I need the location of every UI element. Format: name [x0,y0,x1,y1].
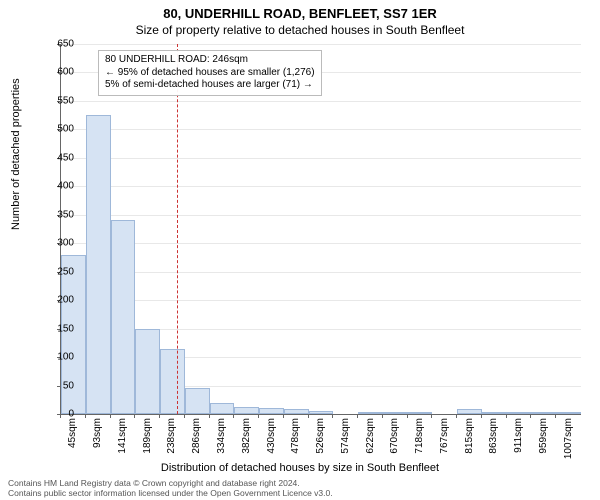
xtick-mark [233,414,234,418]
xtick-mark [134,414,135,418]
xtick-label: 478sqm [290,418,301,454]
chart-container: 80, UNDERHILL ROAD, BENFLEET, SS7 1ER Si… [0,0,600,500]
histogram-bar [383,412,408,414]
ytick-label: 450 [34,152,74,163]
ytick-label: 650 [34,39,74,50]
ytick-label: 600 [34,67,74,78]
ytick-label: 100 [34,352,74,363]
histogram-bar [160,349,185,414]
xtick-mark [85,414,86,418]
xtick-label: 526sqm [315,418,326,454]
gridline [61,158,581,159]
ytick-label: 0 [34,409,74,420]
annotation-box: 80 UNDERHILL ROAD: 246sqm ← 95% of detac… [98,50,322,96]
ytick-label: 200 [34,295,74,306]
footer-line2: Contains public sector information licen… [8,489,333,498]
histogram-bar [482,412,507,414]
xtick-mark [407,414,408,418]
histogram-bar [284,409,309,414]
xtick-label: 141sqm [117,418,128,454]
annotation-line3: 5% of semi-detached houses are larger (7… [105,79,315,92]
ytick-label: 400 [34,181,74,192]
xtick-label: 1007sqm [563,418,574,459]
gridline [61,243,581,244]
xtick-label: 189sqm [142,418,153,454]
histogram-bar [457,409,482,414]
xtick-mark [481,414,482,418]
xtick-label: 574sqm [340,418,351,454]
xtick-mark [530,414,531,418]
histogram-bar [507,412,532,414]
xtick-label: 911sqm [513,418,524,453]
gridline [61,215,581,216]
histogram-bar [259,408,284,414]
ytick-label: 250 [34,266,74,277]
histogram-bar [234,407,259,414]
histogram-bar [358,412,383,414]
xtick-mark [431,414,432,418]
gridline [61,129,581,130]
xtick-mark [357,414,358,418]
xtick-label: 45sqm [67,418,78,448]
reference-line [177,44,178,414]
plot-area: 80 UNDERHILL ROAD: 246sqm ← 95% of detac… [60,44,580,414]
ytick-label: 500 [34,124,74,135]
xtick-mark [382,414,383,418]
ytick-label: 50 [34,380,74,391]
xtick-mark [184,414,185,418]
ytick-label: 150 [34,323,74,334]
ytick-label: 300 [34,238,74,249]
gridline [61,186,581,187]
xtick-label: 286sqm [191,418,202,454]
histogram-bar [111,220,136,414]
xtick-label: 622sqm [365,418,376,454]
xtick-label: 959sqm [538,418,549,454]
ytick-label: 550 [34,95,74,106]
xtick-label: 93sqm [92,418,103,448]
xtick-mark [308,414,309,418]
gridline [61,101,581,102]
xtick-label: 238sqm [166,418,177,454]
y-axis-label: Number of detached properties [10,78,22,230]
ytick-label: 350 [34,209,74,220]
xtick-label: 334sqm [216,418,227,454]
annotation-line2: ← 95% of detached houses are smaller (1,… [105,67,315,80]
histogram-bar [531,412,556,414]
xtick-label: 815sqm [464,418,475,454]
xtick-label: 718sqm [414,418,425,454]
xtick-mark [209,414,210,418]
chart-title: 80, UNDERHILL ROAD, BENFLEET, SS7 1ER [0,0,600,21]
xtick-label: 767sqm [439,418,450,454]
histogram-bar [210,403,235,414]
xtick-mark [159,414,160,418]
xtick-label: 863sqm [488,418,499,454]
xtick-label: 382sqm [241,418,252,454]
histogram-bar [86,115,111,414]
xtick-label: 430sqm [266,418,277,454]
chart-subtitle: Size of property relative to detached ho… [0,21,600,37]
xtick-mark [110,414,111,418]
histogram-bar [135,329,160,414]
xtick-mark [332,414,333,418]
xtick-mark [456,414,457,418]
gridline [61,272,581,273]
plot [60,44,581,415]
xtick-label: 670sqm [389,418,400,454]
histogram-bar [309,411,334,414]
xtick-mark [258,414,259,418]
gridline [61,300,581,301]
x-axis-label: Distribution of detached houses by size … [0,462,600,474]
annotation-line1: 80 UNDERHILL ROAD: 246sqm [105,54,315,67]
gridline [61,44,581,45]
xtick-mark [555,414,556,418]
xtick-mark [506,414,507,418]
histogram-bar [185,388,210,414]
histogram-bar [408,412,433,414]
footer: Contains HM Land Registry data © Crown c… [8,479,333,498]
histogram-bar [556,412,581,414]
xtick-mark [283,414,284,418]
